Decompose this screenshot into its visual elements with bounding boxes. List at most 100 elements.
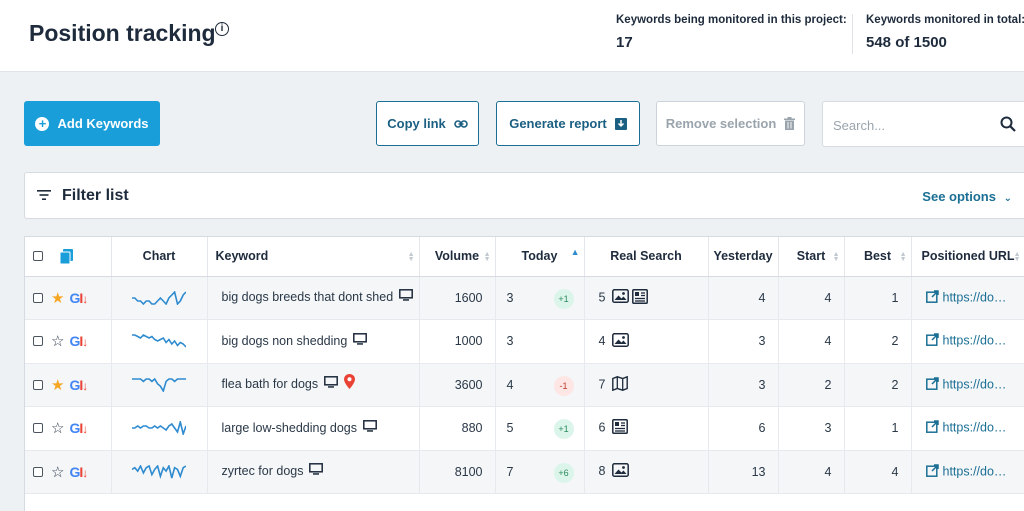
keyword-text[interactable]: large low-shedding dogs (221, 420, 358, 435)
positioned-url-link[interactable]: https://do… (942, 464, 1007, 479)
search-input[interactable] (833, 114, 983, 136)
positioned-url-link[interactable]: https://do… (942, 377, 1007, 392)
remove-selection-label: Remove selection (665, 116, 777, 131)
positioned-url-link[interactable]: https://do… (942, 333, 1007, 348)
today-cell: 3 +1 (495, 276, 585, 320)
today-position: 5 (506, 421, 514, 436)
table-row[interactable]: ☆ GI↓ big dogs non shedding 1000 3 4 3 4 2 https… (25, 319, 1024, 364)
best-cell: 2 (844, 363, 912, 407)
add-keywords-label: Add Keywords (57, 116, 149, 131)
remove-selection-button[interactable]: Remove selection (656, 101, 805, 146)
column-header-yesterday: Yesterday (708, 237, 779, 277)
plus-circle-icon: + (35, 116, 50, 131)
stat-label: Keywords being monitored in this project… (616, 14, 847, 26)
table-row[interactable]: ☆ GI↓ large low-shedding dogs 880 5 +1 6 6 3 1 ht… (25, 406, 1024, 451)
position-change-badge: -1 (553, 375, 574, 396)
external-link-icon[interactable] (925, 420, 939, 436)
real-search-cell: 5 (584, 276, 709, 320)
star-filled-icon[interactable]: ★ (51, 289, 65, 307)
star-outline-icon[interactable]: ☆ (51, 463, 65, 481)
see-options-link[interactable]: See options ⌄ (922, 189, 1012, 204)
chart-cell (111, 276, 208, 320)
row-checkbox[interactable] (33, 336, 43, 347)
sparkline-chart[interactable] (132, 421, 186, 436)
filter-icon[interactable] (37, 189, 51, 201)
filter-bar: Filter list See options ⌄ (24, 172, 1024, 219)
sort-icon[interactable]: ▲ ▼ (483, 251, 491, 263)
sort-asc-icon[interactable]: ▲ (570, 247, 580, 257)
sort-icon[interactable]: ▲ ▼ (407, 251, 415, 263)
real-search-cell: 8 (584, 450, 709, 494)
generate-report-button[interactable]: Generate report (496, 101, 640, 146)
column-header-today[interactable]: Today ▲ (495, 237, 585, 277)
today-cell: 5 +1 (495, 406, 585, 451)
sort-icon[interactable]: ▲ ▼ (899, 251, 907, 263)
search-icon[interactable] (1000, 116, 1016, 132)
positioned-url-cell: https://do… (911, 319, 1024, 364)
trash-icon (784, 117, 796, 130)
column-header-positioned-url[interactable]: Positioned URL ▲ ▼ (911, 237, 1024, 277)
table-row[interactable]: ☆ GI↓ zyrtec for dogs 8100 7 +6 8 13 4 4 https://… (25, 450, 1024, 494)
sparkline-chart[interactable] (132, 377, 186, 392)
row-checkbox[interactable] (33, 292, 43, 303)
keyword-text[interactable]: flea bath for dogs (221, 377, 319, 392)
today-position: 3 (506, 334, 514, 349)
sparkline-chart[interactable] (132, 464, 186, 479)
external-link-icon[interactable] (925, 290, 939, 306)
best-cell: 1 (844, 406, 912, 451)
real-search-position: 6 (598, 420, 606, 435)
page-title: Position tracking (29, 20, 216, 46)
external-link-icon[interactable] (925, 464, 939, 480)
copy-icon[interactable] (59, 248, 74, 265)
keyword-cell: large low-shedding dogs (207, 406, 420, 451)
row-checkbox[interactable] (33, 466, 43, 477)
external-link-icon[interactable] (925, 333, 939, 349)
image-icon (611, 332, 629, 350)
keyword-text[interactable]: big dogs non shedding (221, 333, 348, 348)
stat-value: 17 (616, 34, 633, 51)
select-all-checkbox[interactable] (33, 251, 43, 262)
stat-label: Keywords monitored in total: (866, 14, 1024, 26)
pin-icon (344, 374, 356, 395)
copy-link-button[interactable]: Copy link (376, 101, 479, 146)
add-keywords-button[interactable]: + Add Keywords (24, 101, 160, 146)
row-checkbox[interactable] (33, 379, 43, 390)
yesterday-cell: 6 (708, 406, 779, 451)
column-label: Today (521, 249, 558, 264)
positioned-url-link[interactable]: https://do… (942, 420, 1007, 435)
star-outline-icon[interactable]: ☆ (51, 333, 65, 351)
column-label: Positioned URL (921, 249, 1015, 264)
column-header-start[interactable]: Start ▲ ▼ (778, 237, 845, 277)
column-header-volume[interactable]: Volume ▲ ▼ (419, 237, 496, 277)
keyword-cell: zyrtec for dogs (207, 450, 420, 494)
positioned-url-link[interactable]: https://do… (942, 290, 1007, 305)
keyword-text[interactable]: zyrtec for dogs (221, 464, 304, 479)
row-checkbox[interactable] (33, 423, 43, 434)
column-header-best[interactable]: Best ▲ ▼ (844, 237, 912, 277)
sort-icon[interactable]: ▲ ▼ (1013, 251, 1021, 263)
column-header-keyword[interactable]: Keyword ▲ ▼ (207, 237, 420, 277)
positioned-url-cell: https://do… (911, 276, 1024, 320)
row-select-cell: ★ GI↓ (25, 363, 112, 407)
star-outline-icon[interactable]: ☆ (51, 420, 65, 438)
star-filled-icon[interactable]: ★ (51, 376, 65, 394)
real-search-position: 4 (598, 333, 606, 348)
chevron-down-icon: ⌄ (1003, 193, 1012, 204)
google-rank-icon: GI↓ (69, 463, 88, 480)
start-cell: 4 (778, 276, 845, 320)
yesterday-cell: 4 (708, 276, 779, 320)
chart-cell (111, 406, 208, 451)
stat-total-keywords: Keywords monitored in total: 548 of 1500 (866, 14, 1024, 51)
sparkline-chart[interactable] (132, 334, 186, 348)
table-row[interactable]: ★ GI↓ flea bath for dogs 3600 4 -1 7 3 2 2 https:… (25, 363, 1024, 407)
external-link-icon[interactable] (925, 377, 939, 393)
info-icon[interactable]: i (215, 22, 229, 36)
sort-icon[interactable]: ▲ ▼ (832, 251, 840, 263)
sparkline-chart[interactable] (132, 290, 186, 305)
volume-cell: 880 (419, 406, 496, 451)
keyword-text[interactable]: big dogs breeds that dont shed (221, 290, 394, 305)
today-cell: 3 (495, 319, 585, 364)
news-icon (631, 288, 648, 307)
column-label: Volume (434, 249, 480, 264)
table-row[interactable]: ★ GI↓ big dogs breeds that dont shed 1600 3 +… (25, 276, 1024, 320)
